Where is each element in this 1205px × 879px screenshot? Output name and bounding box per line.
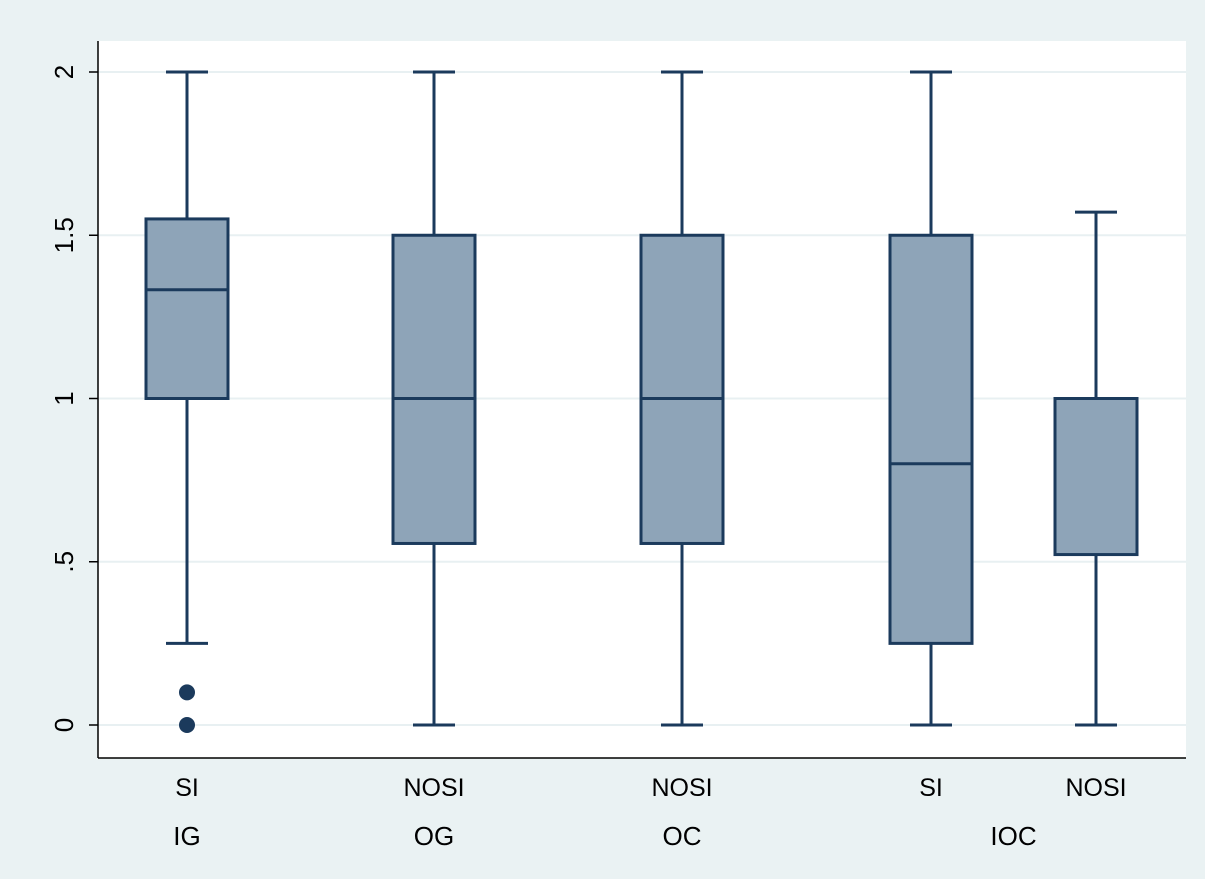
y-tick-label: .5 xyxy=(49,551,79,573)
x-category-label: SI xyxy=(919,774,943,802)
box-4 xyxy=(888,70,974,727)
box-iqr xyxy=(639,233,725,545)
y-tick-label: 1 xyxy=(49,391,79,405)
x-group-label: OC xyxy=(663,821,702,851)
y-tick-label: 2 xyxy=(49,65,79,79)
y-tick-label: 1.5 xyxy=(49,217,79,253)
axis-labels: 0 .5 1 1.5 2 SI NOSI NOSI SI NOSI IG OG OC IOC xyxy=(49,65,1127,851)
box-iqr xyxy=(144,217,230,400)
x-group-label: OG xyxy=(414,821,454,851)
box-iqr xyxy=(391,233,477,545)
box-3 xyxy=(639,70,725,727)
x-category-label: NOSI xyxy=(403,774,464,802)
x-group-label: IOC xyxy=(990,821,1036,851)
box-iqr xyxy=(888,233,974,645)
box-2 xyxy=(391,70,477,727)
box-1 xyxy=(144,70,230,733)
x-group-label: IG xyxy=(173,821,200,851)
outlier-point xyxy=(179,684,195,701)
y-tick-label: 0 xyxy=(49,718,79,732)
axes xyxy=(89,41,1186,759)
outlier-point xyxy=(179,717,195,733)
x-category-label: NOSI xyxy=(651,774,712,802)
x-category-label: SI xyxy=(175,774,199,802)
box-series xyxy=(144,70,1139,733)
box-iqr xyxy=(1053,397,1139,557)
box-5 xyxy=(1053,210,1139,727)
x-category-label: NOSI xyxy=(1065,774,1126,802)
